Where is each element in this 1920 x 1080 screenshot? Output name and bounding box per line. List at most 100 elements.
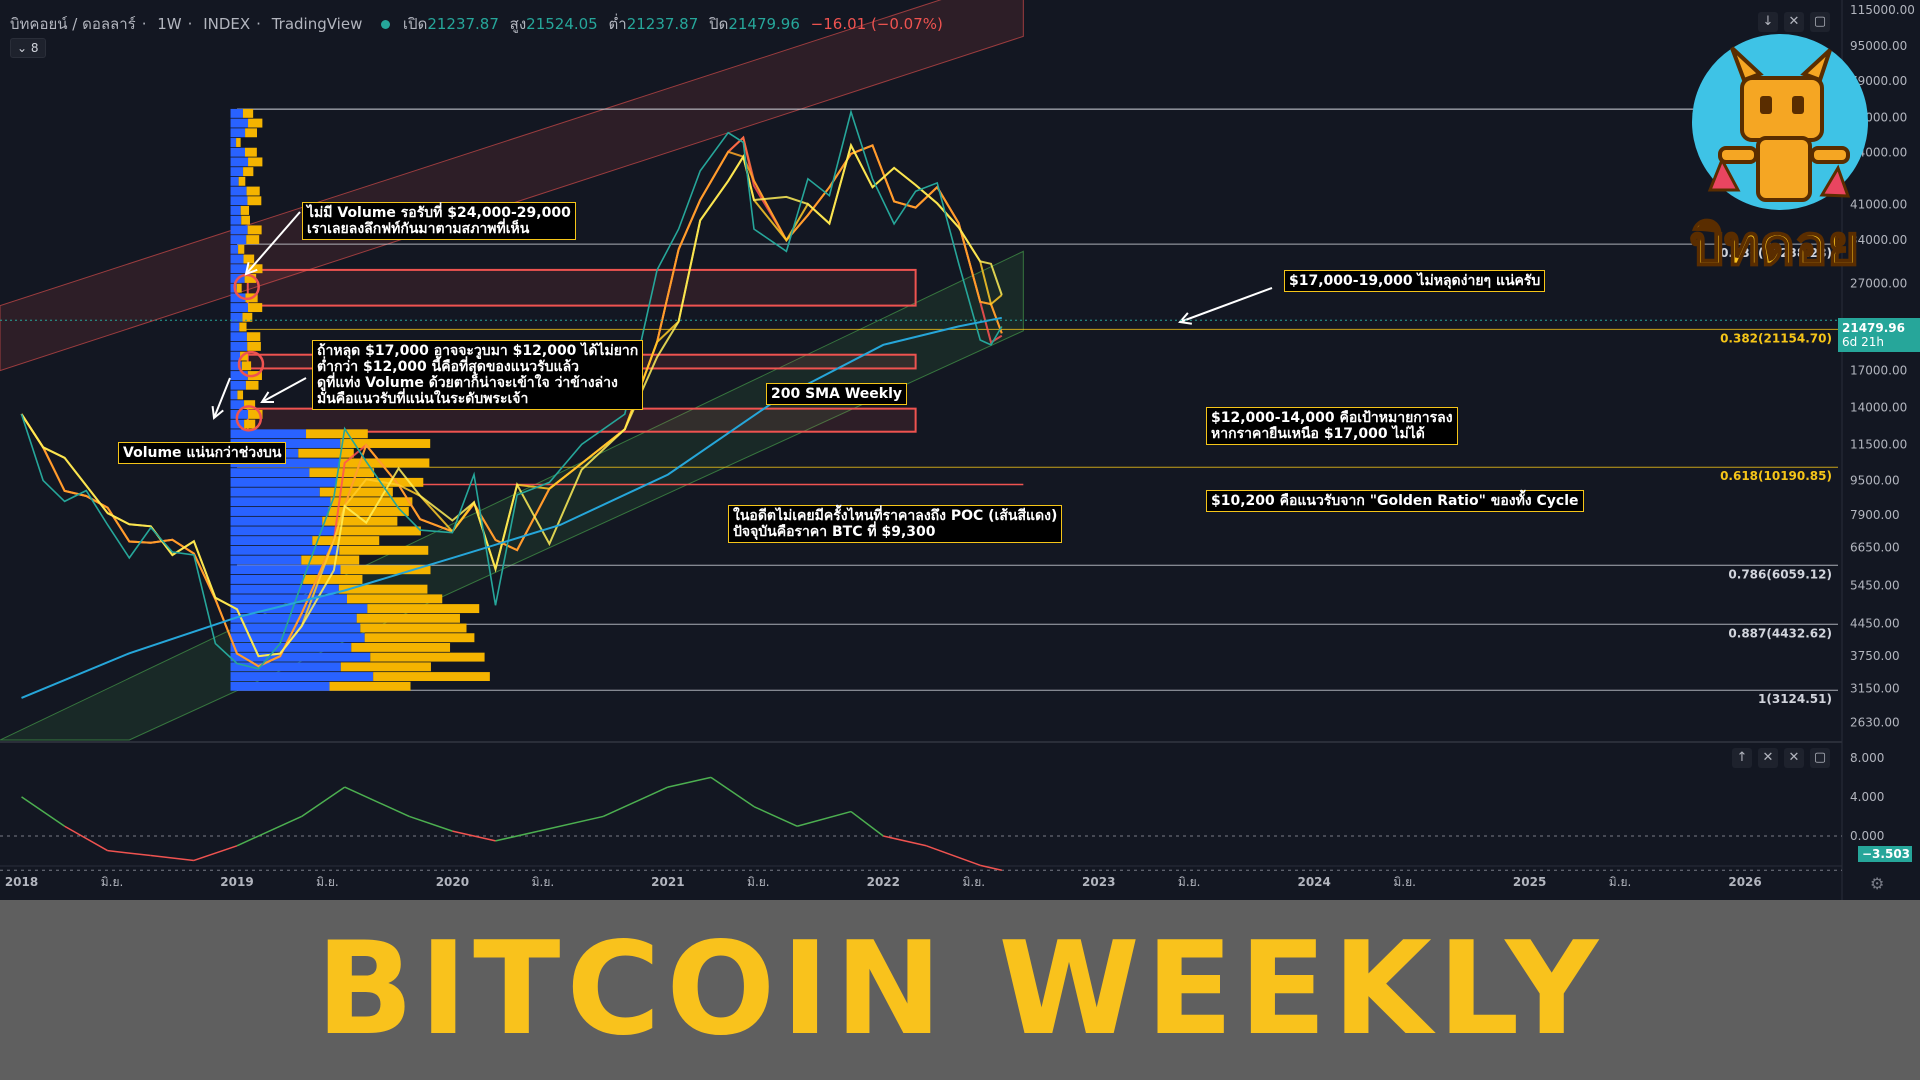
volume-profile-bar — [242, 108, 254, 118]
volume-profile-bar — [340, 565, 431, 575]
annotation-arrow — [260, 391, 275, 404]
annotation-poc: ในอดีตไม่เคยมีครั้งไหนที่ราคาลงถึง POC (… — [728, 505, 1063, 543]
red-channel — [0, 0, 1024, 372]
settings-icon[interactable]: ⚙ — [1870, 874, 1885, 893]
move-up-icon[interactable]: ↑ — [1732, 748, 1752, 768]
volume-profile-bar — [241, 215, 250, 225]
banner-title: BITCOIN WEEKLY UPDATE — [315, 915, 1605, 1064]
oscillator-line — [452, 830, 496, 842]
volume-profile-bar — [330, 497, 413, 507]
volume-profile-bar — [298, 448, 354, 458]
fib-label: 0.382(21154.70) — [1720, 331, 1832, 345]
time-tick-label: 2021 — [651, 875, 684, 889]
interval[interactable]: 1W — [157, 15, 182, 33]
volume-profile-bar — [238, 244, 245, 254]
volume-profile-bar — [339, 545, 429, 555]
volume-profile-bar — [328, 507, 409, 516]
osc-tick-label: 4.000 — [1850, 790, 1884, 804]
oscillator-line — [344, 786, 410, 818]
zone-12000-14000 — [246, 407, 917, 433]
chart-canvas[interactable]: 0.236(33238.28) 0.382(21154.70) 0.618(1019… — [0, 0, 1920, 900]
volume-profile-bar — [230, 594, 347, 604]
volume-profile-bar — [230, 613, 357, 623]
volume-profile-bar — [340, 662, 431, 672]
maximize-icon[interactable]: ▢ — [1810, 12, 1830, 32]
time-tick-label: มิ.ย. — [1609, 875, 1632, 889]
highlight-circle — [237, 350, 265, 378]
price-tick-label: 9500.00 — [1850, 473, 1900, 487]
fib-label: 0.887(4432.62) — [1728, 626, 1832, 640]
ma-ribbon-line — [20, 144, 1003, 668]
oscillator-line — [21, 796, 66, 827]
oscillator-line — [796, 810, 852, 827]
volume-profile-bar — [360, 623, 467, 633]
title-banner: BITCOIN WEEKLY UPDATE — [0, 900, 1920, 1080]
volume-profile-bar — [245, 380, 259, 390]
time-tick-label: มิ.ย. — [1178, 875, 1201, 889]
volume-profile-bar — [230, 526, 336, 536]
open-value: 21237.87 — [427, 15, 499, 33]
volume-profile-bar — [230, 536, 313, 546]
volume-profile-bar — [230, 293, 246, 303]
volume-profile-bar — [230, 633, 365, 643]
osc-tick-label: 0.000 — [1850, 829, 1884, 843]
volume-profile-bar — [240, 351, 248, 361]
volume-profile-bar — [236, 283, 242, 293]
volume-profile-bar — [230, 167, 244, 177]
volume-profile-bar — [364, 633, 475, 643]
high-label: สูง — [509, 15, 527, 33]
minimize-icon[interactable]: ✕ — [1784, 748, 1804, 768]
volume-profile-bar — [248, 264, 263, 274]
volume-profile-bar — [230, 244, 239, 254]
annotation-arrow — [213, 377, 231, 419]
volume-profile-bar — [230, 662, 341, 672]
volume-profile-bar — [244, 419, 256, 429]
close-icon[interactable]: ✕ — [1758, 748, 1778, 768]
volume-profile-bar — [339, 458, 430, 468]
oscillator-line — [926, 845, 981, 867]
volume-profile-bar — [367, 604, 480, 614]
sma-200-line — [21, 316, 1002, 699]
indicator-toggle-button[interactable]: ⌄ 8 — [10, 38, 46, 58]
symbol-name[interactable]: บิทคอยน์ / ดอลลาร์ — [10, 15, 136, 33]
maximize-icon[interactable]: ▢ — [1810, 748, 1830, 768]
volume-profile-bar — [247, 341, 261, 351]
price-tick-label: 27000.00 — [1850, 276, 1907, 290]
current-price-label: 21479.96 6d 21h — [1838, 318, 1920, 352]
time-tick-label: มิ.ย. — [962, 875, 985, 889]
volume-profile-bar — [230, 371, 248, 381]
price-tick-label: 11500.00 — [1850, 437, 1907, 451]
fib-label: 0.236(33238.28) — [1720, 246, 1832, 260]
move-down-icon[interactable]: ↓ — [1758, 12, 1778, 32]
price-tick-label: 7900.00 — [1850, 508, 1900, 522]
oscillator-line — [538, 815, 604, 832]
volume-profile-bar — [230, 215, 242, 225]
volume-profile-bar — [230, 264, 249, 274]
annotation-arrow — [1178, 312, 1193, 325]
volume-profile-bar — [230, 487, 320, 497]
volume-profile-bar — [246, 235, 260, 245]
low-label: ต่ำ — [608, 15, 627, 33]
volume-profile-bar — [244, 273, 257, 283]
volume-profile-bar — [230, 555, 302, 565]
chart-area[interactable]: 0.236(33238.28) 0.382(21154.70) 0.618(1019… — [0, 0, 1920, 900]
close-label: ปิด — [709, 15, 729, 33]
main-pane-controls: ↓ ✕ ▢ — [1758, 12, 1830, 32]
close-icon[interactable]: ✕ — [1784, 12, 1804, 32]
volume-profile-bar — [230, 604, 368, 614]
green-channel — [0, 250, 1024, 741]
fib-label: 0.786(6059.12) — [1728, 567, 1832, 581]
volume-profile-bar — [230, 584, 339, 594]
annotation-12000-14000: $12,000-14,000 คือเป้าหมายการลง หากราคาย… — [1206, 407, 1458, 445]
oscillator-line — [495, 830, 539, 842]
volume-profile-bar — [322, 516, 398, 526]
volume-profile-bar — [312, 536, 380, 546]
annotation-arrow — [1179, 287, 1273, 323]
annotation-arrow — [211, 405, 224, 420]
osc-current-label: −3.503 — [1858, 846, 1912, 862]
price-tick-label: 14000.00 — [1850, 400, 1907, 414]
current-price-countdown: 6d 21h — [1842, 335, 1884, 349]
volume-profile-bar — [230, 332, 247, 342]
volume-profile-bar — [247, 303, 263, 313]
oscillator-line — [883, 835, 927, 847]
